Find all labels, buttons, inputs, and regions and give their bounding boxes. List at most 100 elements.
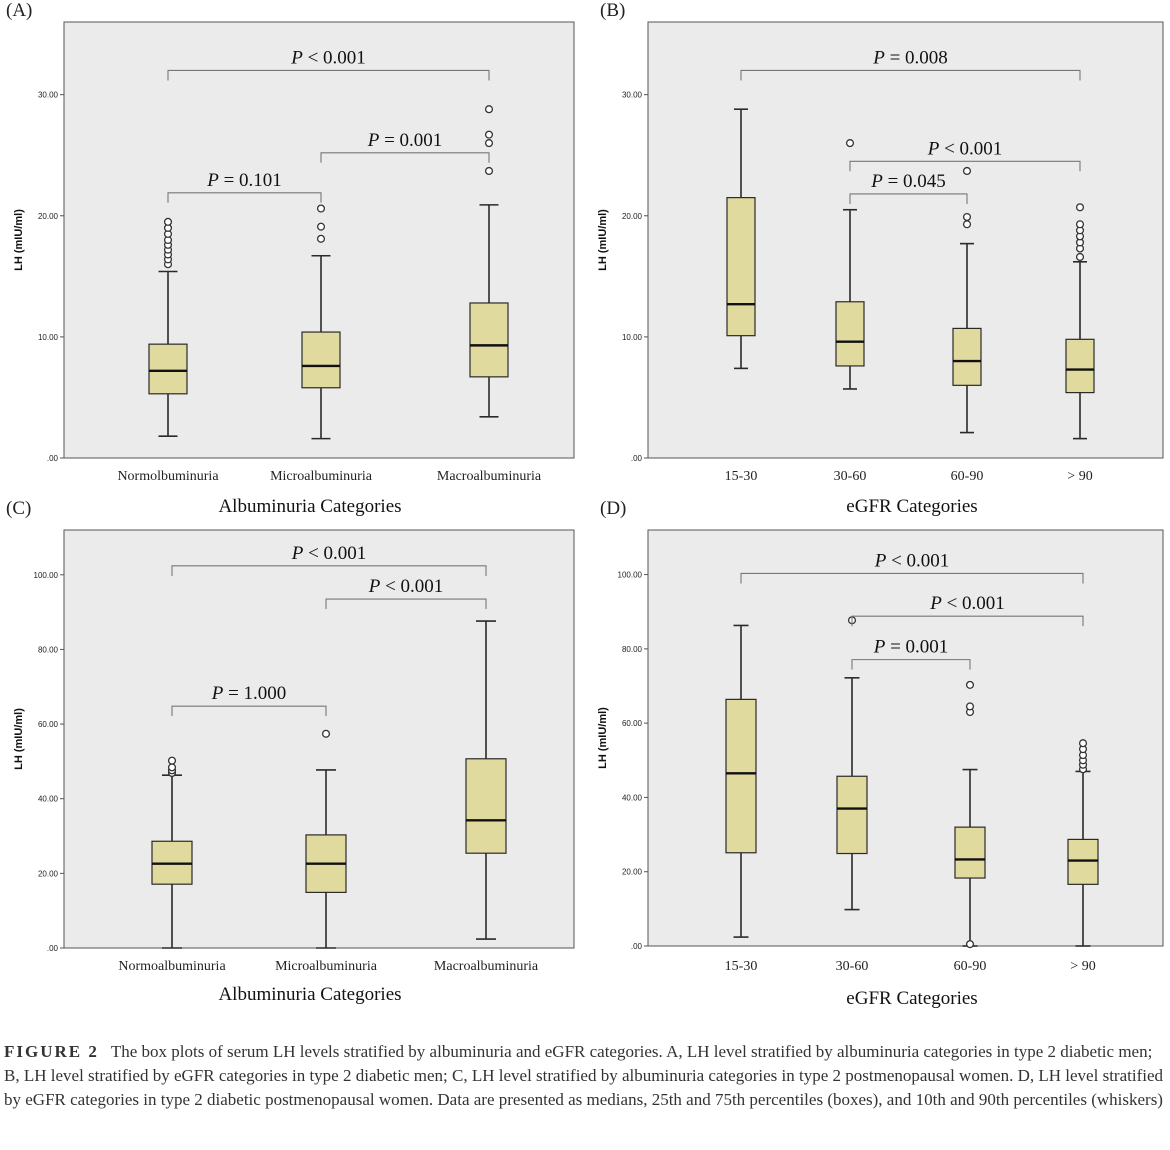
x-category-label: > 90 <box>1067 469 1092 484</box>
box-2 <box>836 616 868 911</box>
y-tick-label: .00 <box>631 454 643 463</box>
p-value-label: P = 0.045 <box>870 171 946 192</box>
significance-bracket: P < 0.001 <box>740 550 1084 584</box>
outlier-point <box>484 139 494 148</box>
iqr-box <box>835 301 865 367</box>
box-1 <box>726 108 756 370</box>
outlier-point <box>965 702 975 711</box>
outlier-point <box>484 130 494 139</box>
significance-bracket: P = 1.000 <box>171 683 327 717</box>
y-tick-label: 60.00 <box>622 719 643 728</box>
bracket-line <box>167 69 490 81</box>
outlier-point <box>163 217 173 226</box>
iqr-box <box>952 327 982 386</box>
bracket-line <box>325 598 487 610</box>
y-axis-label: LH (mIU/ml) <box>13 209 25 271</box>
y-tick-label: 20.00 <box>622 212 643 221</box>
y-tick-label: .00 <box>631 942 643 951</box>
outlier-point <box>965 680 975 689</box>
y-tick-label: 80.00 <box>622 645 643 654</box>
box-1 <box>148 217 188 438</box>
iqr-box <box>148 343 188 395</box>
iqr-box <box>301 331 341 389</box>
y-tick-label: 10.00 <box>622 333 643 342</box>
y-tick-label: .00 <box>47 944 59 953</box>
significance-bracket: P < 0.001 <box>851 593 1084 627</box>
significance-bracket: P = 0.045 <box>849 171 968 204</box>
outlier-point <box>316 234 326 243</box>
significance-bracket: P < 0.001 <box>171 543 487 576</box>
caption-label: FIGURE 2 <box>4 1042 99 1061</box>
y-tick-label: 80.00 <box>38 645 59 654</box>
bracket-line <box>167 192 322 203</box>
p-value-label: P < 0.001 <box>927 138 1003 159</box>
panel-label: (D) <box>600 498 626 519</box>
iqr-box <box>725 698 757 854</box>
box-3 <box>469 105 509 418</box>
p-value-label: P = 0.008 <box>872 47 948 68</box>
box-3 <box>954 680 986 949</box>
x-axis-title: Albuminuria Categories <box>218 496 401 517</box>
p-value-label: P = 0.001 <box>367 130 443 151</box>
box-2 <box>835 139 865 390</box>
p-value-label: P < 0.001 <box>874 550 950 571</box>
y-axis-label: LH (mIU/ml) <box>597 209 609 271</box>
y-axis-label: LH (mIU/ml) <box>13 708 25 770</box>
chart-panel-3: (C) .00 20.00 40.00 60.00 80.00 100.00 LH (mIU/… <box>6 498 575 1005</box>
significance-bracket: P < 0.001 <box>849 138 1081 172</box>
y-tick-label: 20.00 <box>622 868 643 877</box>
x-category-label: 60-90 <box>954 959 987 974</box>
chart-panel-4: (D) .00 20.00 40.00 60.00 80.00 100.00 LH (mIU/… <box>597 498 1164 1009</box>
box-1 <box>151 756 193 949</box>
x-category-label: 15-30 <box>725 469 758 484</box>
box-2 <box>301 204 341 440</box>
x-category-label: > 90 <box>1070 959 1095 974</box>
outlier-point <box>316 204 326 213</box>
bracket-line <box>740 572 1084 584</box>
y-tick-label: 100.00 <box>34 571 59 580</box>
figure-caption: FIGURE 2 The box plots of serum LH levels… <box>4 1040 1164 1112</box>
chart-panel-1: (A) .00 10.00 20.00 30.00 LH (mIU/ml) Normolbu… <box>6 0 575 517</box>
x-category-label: Normolbuminuria <box>117 469 219 484</box>
outlier-point <box>845 139 855 148</box>
outlier-point <box>321 729 331 738</box>
x-axis-title: Albuminuria Categories <box>218 984 401 1005</box>
chart-panel-2: (B) .00 10.00 20.00 30.00 LH (mIU/ml) 15-30 30-… <box>597 0 1164 517</box>
y-tick-label: .00 <box>47 454 59 463</box>
significance-bracket: P < 0.001 <box>325 576 487 610</box>
outlier-point <box>1078 739 1088 748</box>
bracket-line <box>851 615 1084 627</box>
p-value-label: P < 0.001 <box>929 593 1005 614</box>
outlier-point <box>167 763 177 772</box>
iqr-box <box>954 826 986 879</box>
iqr-box <box>726 197 756 337</box>
panel-label: (A) <box>6 0 32 21</box>
box-1 <box>725 624 757 938</box>
significance-bracket: P = 0.001 <box>851 637 971 670</box>
x-category-label: Macroalbuminuria <box>437 469 542 484</box>
significance-bracket: P = 0.008 <box>740 47 1081 81</box>
bracket-line <box>849 193 968 204</box>
y-axis-label: LH (mIU/ml) <box>597 707 609 769</box>
iqr-box <box>1065 338 1095 394</box>
iqr-box <box>465 758 507 854</box>
y-tick-label: 40.00 <box>622 793 643 802</box>
figure-2: (A) .00 10.00 20.00 30.00 LH (mIU/ml) Normolbu… <box>6 0 1164 1009</box>
p-value-label: P < 0.001 <box>368 576 444 597</box>
outlier-point <box>1075 203 1085 212</box>
x-category-label: Microalbuminuria <box>275 959 378 974</box>
outlier-point <box>962 220 972 229</box>
x-category-label: 15-30 <box>725 959 758 974</box>
box-4 <box>1065 203 1095 440</box>
y-tick-label: 60.00 <box>38 720 59 729</box>
outlier-point <box>484 166 494 176</box>
panel-label: (B) <box>600 0 625 21</box>
outlier-point <box>167 756 177 765</box>
p-value-label: P = 0.101 <box>206 170 282 191</box>
outlier-point <box>1075 252 1085 262</box>
x-category-label: Macroalbuminuria <box>434 959 539 974</box>
box-3 <box>952 166 982 434</box>
bracket-line <box>171 705 327 717</box>
outlier-point <box>962 212 972 222</box>
bracket-line <box>849 160 1081 172</box>
